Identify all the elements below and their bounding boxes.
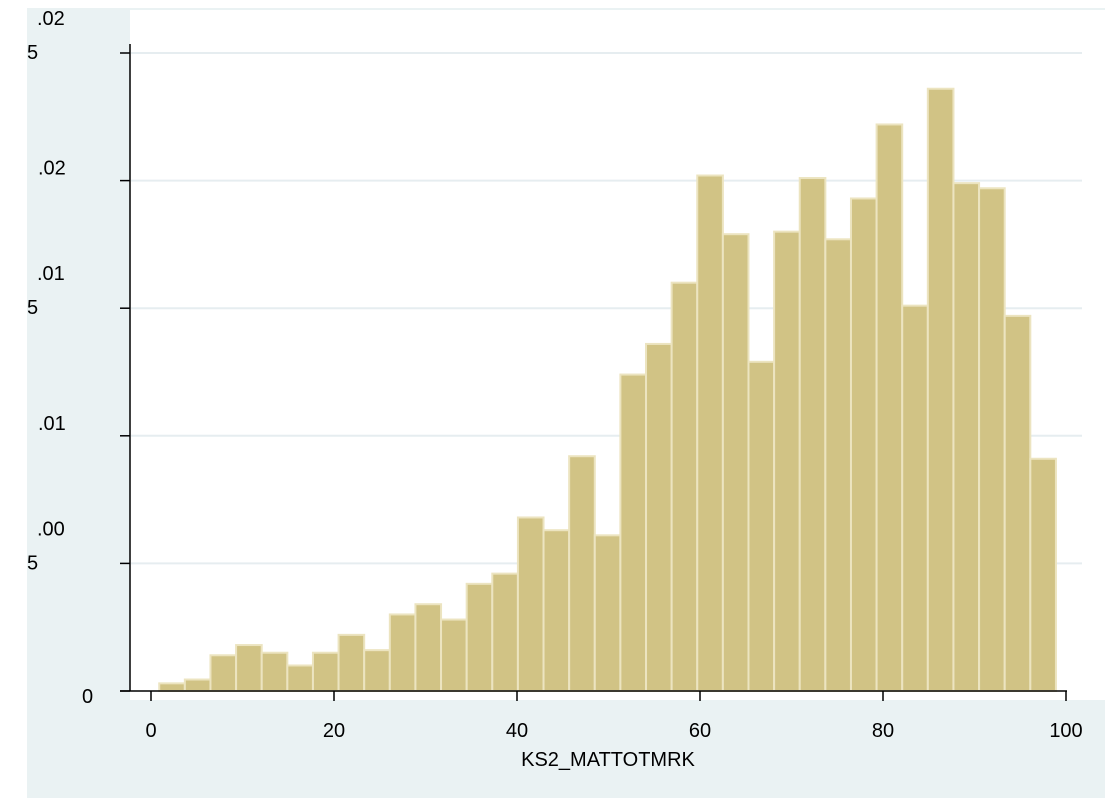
bar-5 (286, 664, 314, 692)
bar-34 (1029, 457, 1057, 692)
x-axis-title: KS2_MATTOTMRK (521, 749, 695, 771)
y-tick-label-3: .01 5 (27, 263, 65, 319)
x-tick-label-5: 100 (1049, 720, 1082, 742)
bar-11 (440, 618, 468, 693)
bar-0 (158, 682, 186, 692)
x-tick-label-3: 60 (689, 720, 711, 742)
bar-20 (670, 281, 699, 692)
bar-18 (619, 373, 648, 692)
bar-6 (311, 651, 340, 692)
bar-1 (183, 678, 212, 692)
bar-22 (721, 233, 750, 693)
y-tick-label-1-line2: 5 (27, 552, 38, 574)
bar-28 (875, 123, 904, 693)
bar-27 (849, 197, 878, 693)
bar-29 (901, 304, 929, 692)
bar-26 (824, 238, 852, 693)
y-tick-label-0: 0 (82, 686, 93, 708)
bar-8 (363, 649, 391, 693)
x-tick-label-0: 0 (145, 720, 156, 742)
bar-23 (747, 360, 776, 692)
bar-10 (414, 603, 443, 692)
x-tick-label-4: 80 (872, 720, 894, 742)
bar-21 (696, 174, 724, 693)
bar-16 (568, 455, 596, 692)
bar-19 (645, 342, 673, 692)
bar-14 (516, 516, 545, 692)
bar-2 (209, 654, 238, 692)
bar-13 (491, 572, 519, 692)
bar-15 (542, 529, 571, 692)
x-tick-label-2: 40 (506, 720, 528, 742)
y-tick-label-1: .00 5 (27, 518, 65, 574)
y-tick-label-5: .02 5 (27, 8, 65, 64)
bar-3 (235, 644, 263, 693)
y-tick-label-4: .02 (38, 158, 66, 180)
x-tick-label-1: 20 (323, 720, 345, 742)
bar-30 (926, 87, 955, 692)
y-tick-label-5-line2: 5 (27, 42, 38, 64)
bar-17 (593, 534, 622, 692)
y-tick-label-3-line1: .01 (37, 263, 65, 285)
x-tick-labels: 0 20 40 60 80 100 (145, 720, 1082, 742)
axes (120, 44, 1067, 701)
histogram-bars (158, 87, 1057, 693)
bar-33 (1003, 314, 1032, 692)
bar-7 (337, 633, 366, 693)
y-tick-label-1-line1: .00 (37, 518, 65, 540)
y-tick-label-3-line2: 5 (27, 297, 38, 319)
bar-12 (465, 582, 494, 692)
bar-9 (388, 613, 417, 692)
y-tick-labels: 0 .00 5 .01 .01 5 .02 .02 5 (27, 8, 93, 708)
y-tick-label-5-line1: .02 (37, 8, 65, 30)
bar-4 (260, 651, 289, 692)
y-tick-label-2: .01 (38, 413, 66, 435)
bar-25 (798, 177, 827, 693)
bar-24 (773, 230, 801, 692)
bar-32 (978, 187, 1006, 692)
bar-31 (952, 182, 981, 692)
